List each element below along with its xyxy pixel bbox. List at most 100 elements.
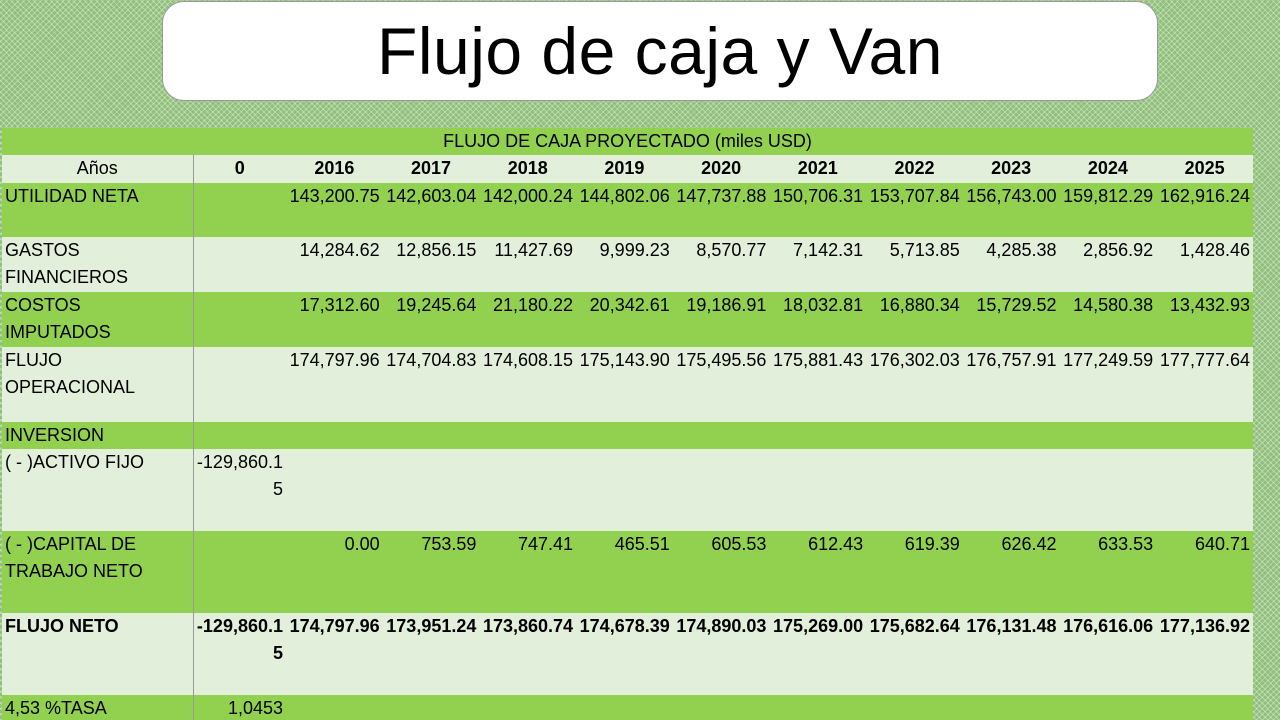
- cell: [382, 449, 480, 531]
- column-header: 2020: [672, 155, 770, 183]
- cell: 753.59: [382, 531, 480, 613]
- cell: 633.53: [1059, 531, 1157, 613]
- cell: [672, 449, 770, 531]
- row-label: FLUJO OPERACIONAL: [2, 347, 194, 422]
- cell: 12,856.15: [382, 237, 480, 292]
- table-row: ( - )CAPITAL DE TRABAJO NETO 0.00 753.59…: [2, 531, 1253, 613]
- cell: 162,916.24: [1156, 183, 1253, 237]
- cell: [672, 695, 770, 720]
- column-header: 2021: [769, 155, 867, 183]
- cell: 156,743.00: [962, 183, 1060, 237]
- column-header: 2019: [576, 155, 673, 183]
- cell: [193, 347, 286, 422]
- cell: 17,312.60: [286, 292, 383, 347]
- cell: 619.39: [866, 531, 963, 613]
- cell: 174,678.39: [576, 613, 673, 695]
- cell: 144,802.06: [576, 183, 673, 237]
- table-row: COSTOS IMPUTADOS 17,312.60 19,245.64 21,…: [2, 292, 1253, 347]
- cell: 174,797.96: [286, 613, 383, 695]
- cell: [1059, 695, 1157, 720]
- cell: 605.53: [672, 531, 770, 613]
- cell: 174,797.96: [286, 347, 383, 422]
- cell: [576, 422, 673, 449]
- cell: 147,737.88: [672, 183, 770, 237]
- cell: 173,860.74: [479, 613, 577, 695]
- cell: 4,285.38: [962, 237, 1060, 292]
- cell: 15,729.52: [962, 292, 1060, 347]
- cell: [1156, 695, 1253, 720]
- cell: 5,713.85: [866, 237, 963, 292]
- cell: 175,495.56: [672, 347, 770, 422]
- cell: 177,136.92: [1156, 613, 1253, 695]
- table-row: FLUJO NETO -129,860.15 174,797.96 173,95…: [2, 613, 1253, 695]
- cell: -129,860.15: [193, 613, 286, 695]
- cell: 11,427.69: [479, 237, 577, 292]
- cell: 612.43: [769, 531, 867, 613]
- cell: 173,951.24: [382, 613, 480, 695]
- cell: 143,200.75: [286, 183, 383, 237]
- cell: [1059, 449, 1157, 531]
- cell: 14,284.62: [286, 237, 383, 292]
- cash-flow-sheet: FLUJO DE CAJA PROYECTADO (miles USD) Año…: [2, 128, 1253, 720]
- cell: [479, 695, 577, 720]
- cash-flow-table: FLUJO DE CAJA PROYECTADO (miles USD) Año…: [2, 128, 1253, 720]
- cell: [866, 449, 963, 531]
- cell: 177,249.59: [1059, 347, 1157, 422]
- cell: [479, 449, 577, 531]
- cell: 20,342.61: [576, 292, 673, 347]
- column-header: 2022: [866, 155, 963, 183]
- cell: -129,860.15: [193, 449, 286, 531]
- table-row: GASTOS FINANCIEROS 14,284.62 12,856.15 1…: [2, 237, 1253, 292]
- row-label: COSTOS IMPUTADOS: [2, 292, 194, 347]
- cell: [193, 531, 286, 613]
- cell: 0.00: [286, 531, 383, 613]
- row-label: INVERSION: [2, 422, 194, 449]
- column-header: 2023: [962, 155, 1060, 183]
- cell: [769, 695, 867, 720]
- cell: 177,777.64: [1156, 347, 1253, 422]
- cell: 626.42: [962, 531, 1060, 613]
- table-row: FLUJO OPERACIONAL 174,797.96 174,704.83 …: [2, 347, 1253, 422]
- cell: 153,707.84: [866, 183, 963, 237]
- cell: 8,570.77: [672, 237, 770, 292]
- cell: [193, 292, 286, 347]
- column-header: Años: [2, 155, 194, 183]
- title-box: Flujo de caja y Van: [162, 1, 1158, 101]
- cell: 176,302.03: [866, 347, 963, 422]
- row-label: FLUJO NETO: [2, 613, 194, 695]
- column-header: 2018: [479, 155, 577, 183]
- cell: 640.71: [1156, 531, 1253, 613]
- cell: [286, 695, 383, 720]
- cell: 175,881.43: [769, 347, 867, 422]
- cell: [962, 422, 1060, 449]
- cell: [286, 449, 383, 531]
- cell: [576, 449, 673, 531]
- cell: [576, 695, 673, 720]
- cell: [382, 695, 480, 720]
- cell: [962, 449, 1060, 531]
- table-row: ( - )ACTIVO FIJO -129,860.15: [2, 449, 1253, 531]
- cell: [382, 422, 480, 449]
- cell: 142,000.24: [479, 183, 577, 237]
- cell: [193, 422, 286, 449]
- column-header: 2017: [382, 155, 480, 183]
- cell: 18,032.81: [769, 292, 867, 347]
- table-row: INVERSION: [2, 422, 1253, 449]
- slide-title: Flujo de caja y Van: [377, 14, 943, 88]
- cell: 7,142.31: [769, 237, 867, 292]
- cell: 142,603.04: [382, 183, 480, 237]
- cell: 19,186.91: [672, 292, 770, 347]
- cell: 174,890.03: [672, 613, 770, 695]
- column-header: 2024: [1059, 155, 1157, 183]
- cell: [866, 695, 963, 720]
- column-header: 2025: [1156, 155, 1253, 183]
- cell: [962, 695, 1060, 720]
- cell: 176,616.06: [1059, 613, 1157, 695]
- cell: [1059, 422, 1157, 449]
- row-label: GASTOS FINANCIEROS: [2, 237, 194, 292]
- cell: 150,706.31: [769, 183, 867, 237]
- cell: 175,143.90: [576, 347, 673, 422]
- cell: 1,0453: [193, 695, 286, 720]
- table-row: UTILIDAD NETA 143,200.75 142,603.04 142,…: [2, 183, 1253, 237]
- cell: 747.41: [479, 531, 577, 613]
